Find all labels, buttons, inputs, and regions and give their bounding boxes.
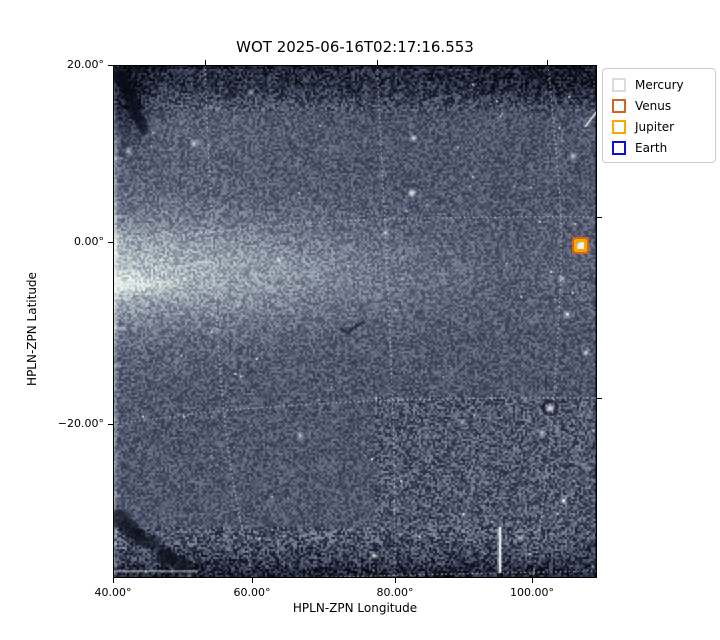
jupiter-marker: [574, 239, 587, 252]
legend-item[interactable]: Earth: [609, 137, 709, 158]
x-tick: [394, 578, 396, 583]
sky-image-canvas: [113, 65, 597, 578]
legend-item[interactable]: Venus: [609, 95, 709, 116]
y-tick-right: [597, 216, 602, 218]
venus-swatch-icon: [612, 98, 626, 113]
x-tick-label: 40.00°: [94, 586, 132, 599]
x-tick-top: [546, 60, 548, 65]
earth-swatch-icon: [612, 140, 626, 155]
y-tick: [108, 64, 113, 66]
x-tick-top: [376, 60, 378, 65]
y-tick: [108, 241, 113, 243]
plot-area: [113, 65, 597, 578]
legend-item-label: Earth: [635, 140, 668, 155]
legend-item[interactable]: Jupiter: [609, 116, 709, 137]
y-tick-label: 20.00°: [67, 58, 104, 71]
y-tick-label: −20.00°: [57, 417, 104, 430]
y-tick: [108, 423, 113, 425]
jupiter-swatch-icon: [612, 119, 626, 134]
venus-marker: [572, 237, 589, 254]
x-tick-label: 60.00°: [233, 586, 271, 599]
legend-item[interactable]: Mercury: [609, 74, 709, 95]
legend: Mercury Venus Jupiter Earth: [602, 68, 716, 163]
y-tick-label: 0.00°: [74, 235, 104, 248]
x-tick-top: [204, 60, 206, 65]
x-axis-label: HPLN-ZPN Longitude: [292, 601, 418, 615]
y-axis-label: HPLN-ZPN Latitude: [25, 272, 39, 386]
x-tick-label: 80.00°: [376, 586, 414, 599]
y-tick-right: [597, 397, 602, 399]
x-tick: [531, 578, 533, 583]
legend-item-label: Venus: [635, 98, 672, 113]
legend-item-label: Mercury: [635, 77, 684, 92]
x-tick: [251, 578, 253, 583]
x-tick-label: 100.00°: [510, 586, 554, 599]
legend-item-label: Jupiter: [635, 119, 675, 134]
plot-title: WOT 2025-06-16T02:17:16.553: [236, 38, 474, 56]
x-tick: [112, 578, 114, 583]
mercury-swatch-icon: [612, 77, 626, 92]
